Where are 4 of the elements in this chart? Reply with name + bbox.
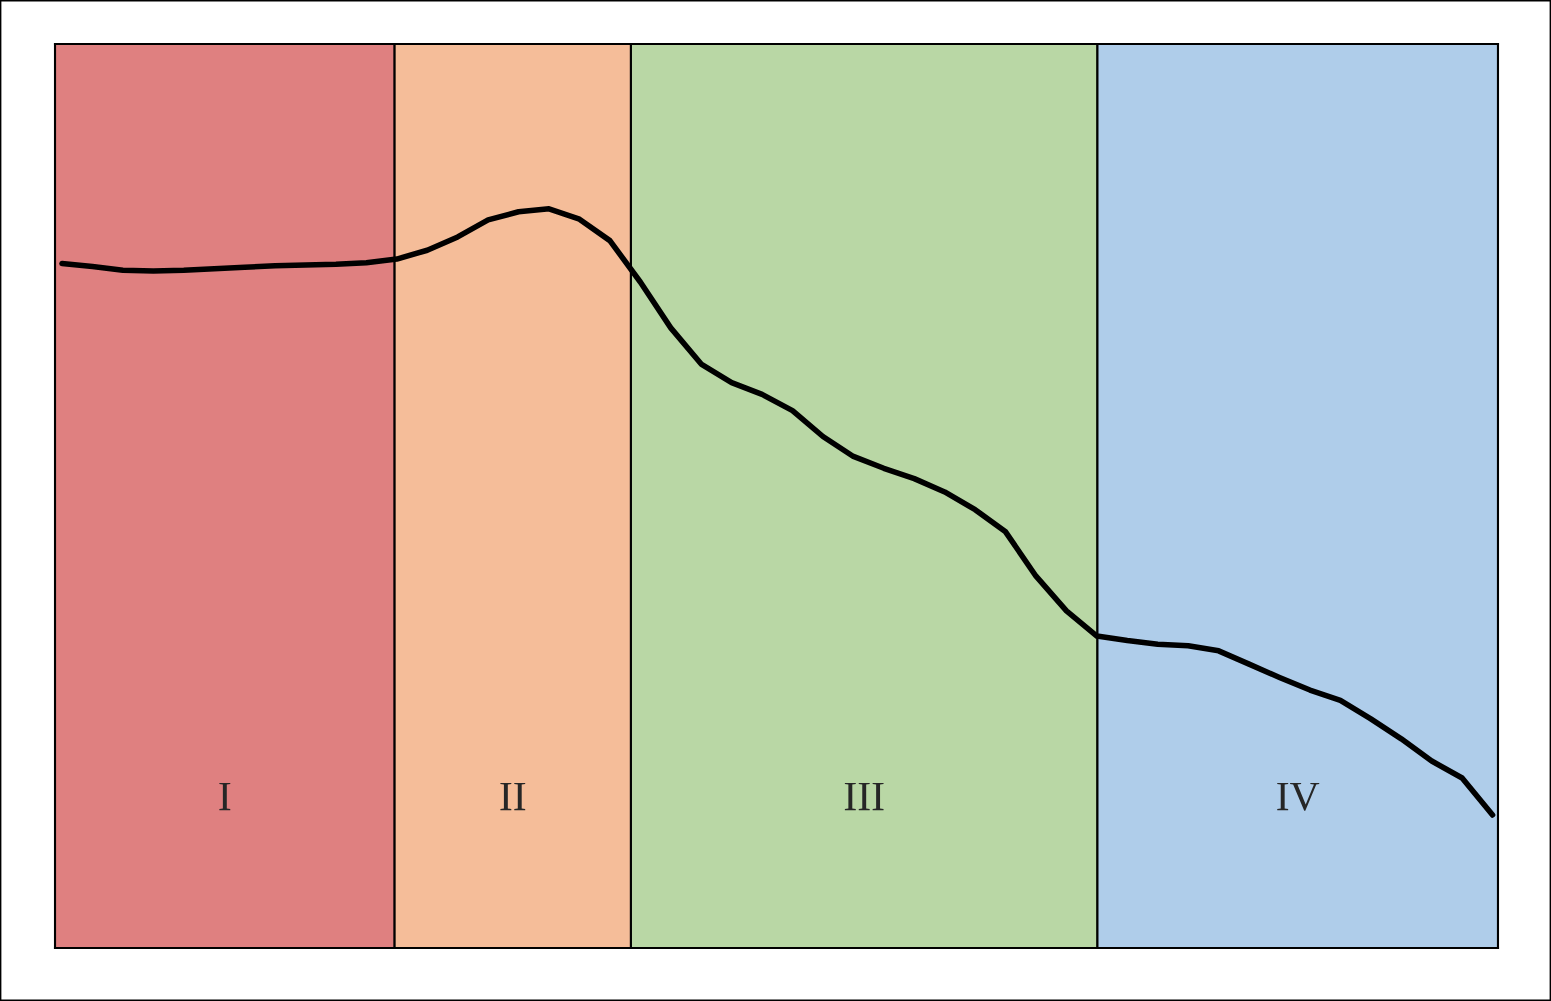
annotation: II [500, 782, 526, 811]
annotation: IV [1277, 782, 1320, 811]
annotation: I [219, 782, 231, 811]
annotation: III [844, 782, 884, 811]
